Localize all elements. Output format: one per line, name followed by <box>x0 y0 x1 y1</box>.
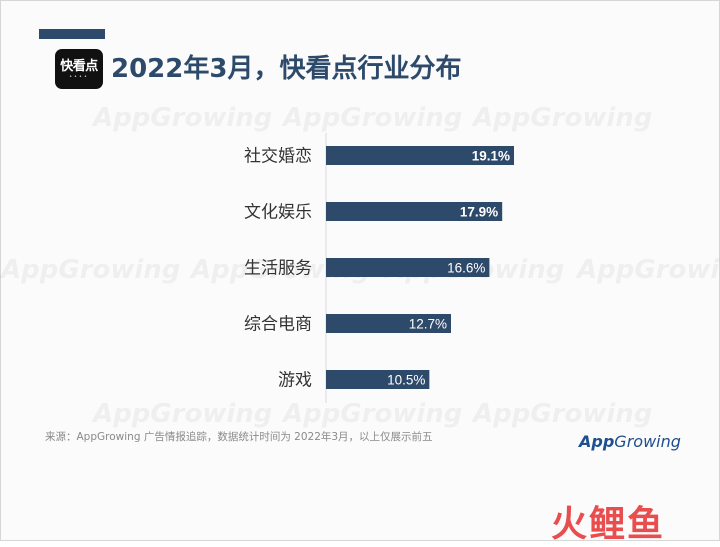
data-label: 12.7% <box>409 317 447 332</box>
app-logo-text: 快看点 <box>60 58 98 74</box>
data-label: 10.5% <box>387 373 425 388</box>
data-label: 17.9% <box>460 205 498 220</box>
category-label: 游戏 <box>278 371 312 391</box>
bar <box>326 370 430 389</box>
top-accent-bar <box>39 29 105 39</box>
app-logo-dots: •••• <box>69 73 89 80</box>
bar <box>326 258 490 277</box>
data-label: 19.1% <box>472 149 510 164</box>
footer-brand-mark: 火鲤鱼 <box>551 504 666 545</box>
appgrowing-logo-part1: App <box>579 432 615 451</box>
appgrowing-logo: AppGrowing <box>579 432 681 451</box>
category-label: 生活服务 <box>244 259 312 279</box>
app-logo: 快看点 •••• <box>55 49 103 89</box>
category-label: 文化娱乐 <box>244 203 312 223</box>
category-label: 社交婚恋 <box>244 146 312 167</box>
data-label: 16.6% <box>447 261 485 276</box>
bar <box>326 146 514 165</box>
appgrowing-logo-part2: Growing <box>614 432 681 451</box>
page-title: 2022年3月，快看点行业分布 <box>111 54 462 84</box>
source-note: 来源：AppGrowing 广告情报追踪，数据统计时间为 2022年3月，以上仅… <box>45 431 433 443</box>
category-label: 综合电商 <box>244 315 312 335</box>
bar-chart: 社交婚恋 19.1% 文化娱乐 17.9% 生活服务 16.6% 综合电商 12.7% 游戏 10… <box>244 133 514 403</box>
bar <box>326 314 452 333</box>
bar <box>326 202 503 221</box>
